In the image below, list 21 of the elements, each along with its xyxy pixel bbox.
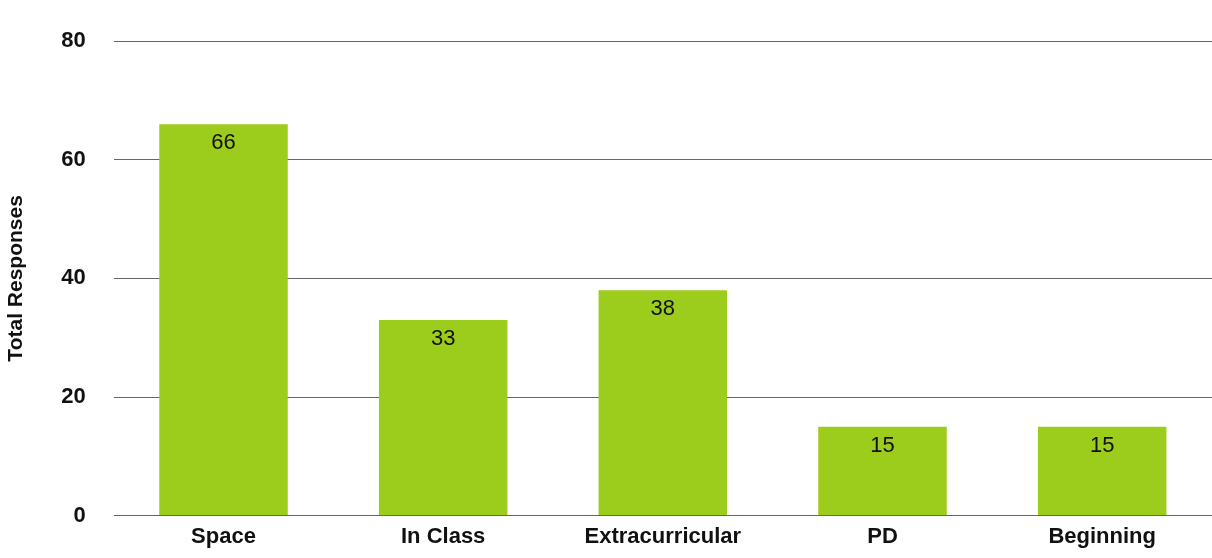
bar <box>818 426 947 516</box>
bar <box>378 319 508 516</box>
x-tick-label: Space <box>191 522 256 548</box>
x-tick-label: Extracurricular <box>584 522 742 548</box>
data-label: 33 <box>430 324 456 350</box>
y-tick-label: 20 <box>61 383 86 409</box>
y-tick-label: 60 <box>61 145 86 171</box>
y-axis-title: Total Responses <box>3 195 27 362</box>
bar <box>1037 426 1167 516</box>
data-label: 38 <box>650 295 676 321</box>
data-label: 15 <box>870 431 895 457</box>
x-tick-label: Beginning <box>1048 522 1156 548</box>
x-tick-label: In Class <box>400 522 486 548</box>
bar <box>159 124 288 516</box>
data-label: 66 <box>211 129 236 155</box>
y-tick-label: 0 <box>73 501 86 527</box>
x-tick-label: PD <box>867 522 898 548</box>
data-label: 15 <box>1089 431 1115 457</box>
bar <box>598 290 728 516</box>
y-tick-label: 80 <box>61 27 86 53</box>
y-tick-label: 40 <box>61 264 86 290</box>
